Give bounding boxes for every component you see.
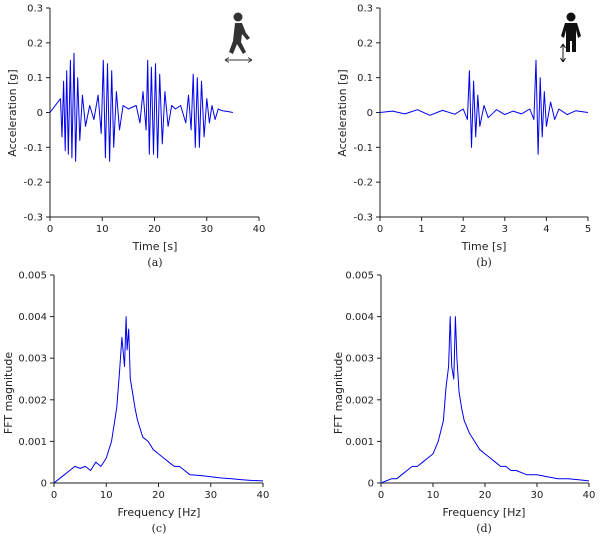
y-tick-label-b: 0.1 — [357, 73, 373, 84]
x-tick-label-d: 10 — [427, 490, 440, 501]
caption-d: (d) — [476, 522, 492, 535]
y-tick-label-d: 0 — [368, 479, 374, 490]
y-tick-label-d: 0.001 — [345, 437, 374, 448]
x-tick-label-a: 30 — [200, 224, 213, 235]
x-tick-label-c: 40 — [257, 490, 270, 501]
y-tick-label-c: 0.004 — [18, 312, 47, 323]
signal-line-b — [379, 59, 589, 155]
y-tick-label-c: 0.002 — [18, 395, 47, 406]
y-tick-label-a: 0.1 — [27, 73, 43, 84]
y-axis-label-b: Acceleration [g] — [336, 69, 349, 156]
x-tick-label-b: 2 — [460, 224, 466, 235]
y-tick-label-d: 0.005 — [345, 271, 374, 282]
y-axis-label-c: FFT magnitude — [2, 352, 15, 434]
panel-c: FFT magnitude Frequency [Hz] (c) 0 10 20 30… — [2, 271, 269, 536]
y-tick-label-c: 0.005 — [18, 271, 47, 282]
y-tick-label-b: 0 — [367, 108, 373, 119]
y-tick-label-b: -0.3 — [353, 213, 373, 224]
x-tick-label-b: 4 — [543, 224, 549, 235]
x-tick-label-d: 40 — [583, 490, 596, 501]
x-axis-label-d: Frequency [Hz] — [443, 506, 526, 519]
x-tick-label-c: 10 — [100, 490, 113, 501]
x-tick-label-b: 3 — [502, 224, 508, 235]
standing-person-icon — [560, 12, 581, 63]
x-tick-label-d: 20 — [479, 490, 492, 501]
y-tick-label-a: -0.2 — [23, 178, 43, 189]
y-tick-label-c: 0.001 — [18, 437, 47, 448]
caption-c: (c) — [152, 522, 167, 535]
x-tick-label-b: 1 — [418, 224, 424, 235]
x-tick-label-a: 10 — [96, 224, 109, 235]
x-tick-label-a: 40 — [253, 224, 266, 235]
y-tick-label-b: -0.2 — [353, 178, 373, 189]
y-tick-label-b: 0.2 — [357, 38, 373, 49]
x-axis-label-c: Frequency [Hz] — [118, 506, 201, 519]
x-tick-label-b: 0 — [377, 224, 383, 235]
y-tick-label-c: 0.003 — [18, 354, 47, 365]
y-tick-label-a: -0.3 — [23, 213, 43, 224]
x-tick-label-a: 0 — [47, 224, 53, 235]
walking-person-icon — [224, 12, 253, 63]
signal-line-c — [53, 316, 264, 484]
caption-a: (a) — [147, 256, 162, 269]
x-axis-label-a: Time [s] — [132, 240, 178, 253]
y-tick-label-a: 0.3 — [27, 4, 43, 15]
y-axis-label-d: FFT magnitude — [332, 352, 345, 434]
y-tick-label-a: 0.2 — [27, 38, 43, 49]
y-tick-label-a: -0.1 — [23, 143, 43, 154]
y-tick-label-d: 0.003 — [345, 354, 374, 365]
y-axis-label-a: Acceleration [g] — [6, 69, 19, 156]
x-tick-label-c: 0 — [51, 490, 57, 501]
x-tick-label-c: 30 — [204, 490, 217, 501]
caption-b: (b) — [476, 256, 492, 269]
y-tick-label-d: 0.002 — [345, 395, 374, 406]
y-tick-label-b: 0.3 — [357, 4, 373, 15]
y-tick-label-b: -0.1 — [353, 143, 373, 154]
x-tick-label-a: 20 — [148, 224, 161, 235]
x-tick-label-d: 30 — [531, 490, 544, 501]
y-tick-label-d: 0.004 — [345, 312, 374, 323]
panel-b: Acceleration [g] Time [s] (b) 0 1 2 3 4 5 -0.3… — [336, 4, 591, 270]
y-tick-label-c: 0 — [41, 479, 47, 490]
signal-line-a — [49, 52, 233, 162]
panel-a: Acceleration [g] Time [s] (a) 0 10 20 30 40 -… — [6, 4, 265, 270]
x-tick-label-c: 20 — [152, 490, 165, 501]
panel-d: FFT magnitude Frequency [Hz] (d) 0 10 20 30… — [332, 271, 595, 536]
x-tick-label-b: 5 — [585, 224, 591, 235]
x-axis-label-b: Time [s] — [461, 240, 507, 253]
x-tick-label-d: 0 — [378, 490, 384, 501]
y-tick-label-a: 0 — [37, 108, 43, 119]
signal-line-d — [380, 316, 590, 484]
